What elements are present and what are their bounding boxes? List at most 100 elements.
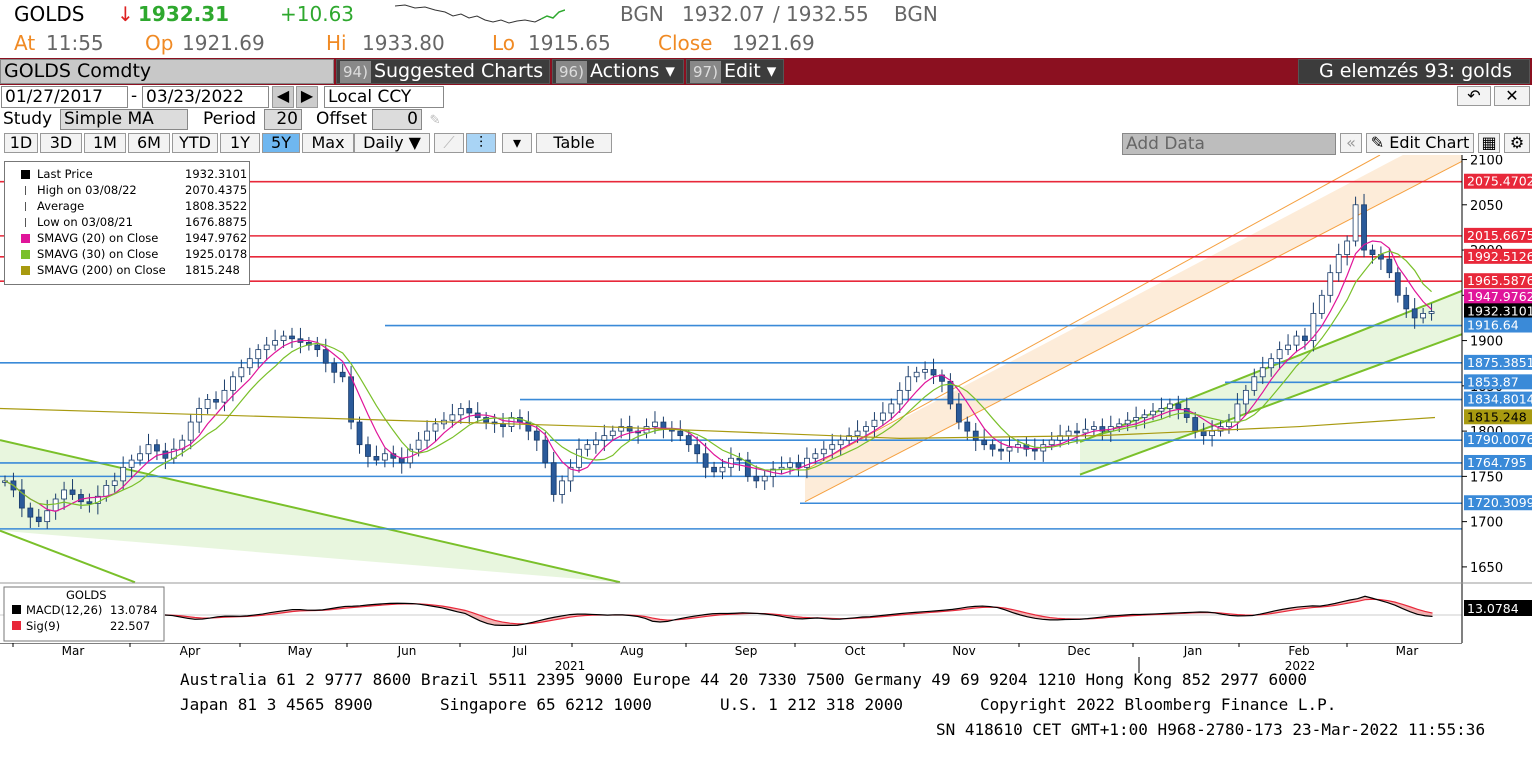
low-price: 1915.65 [528,31,611,55]
candle-body [922,369,928,373]
candle-body [1344,240,1351,255]
offset-field[interactable]: 0 [372,109,422,130]
range-button-1d[interactable]: 1D [4,133,38,153]
range-button-3d[interactable]: 3D [40,133,82,153]
candle-body [44,510,51,523]
start-date-field[interactable]: 01/27/2017 [1,86,128,108]
candle-body [592,439,599,446]
x-month-label: Jun [397,644,417,658]
x-month-label: May [288,644,313,658]
level-label-box [1464,409,1532,425]
candle-body [576,448,582,468]
candle-body [1403,294,1410,310]
legend-name: High on 03/08/22 [37,183,137,197]
level-label-box [1464,374,1532,390]
quote-header: GOLDS ↓ 1932.31 +10.63 BGN 1932.07 / 193… [0,0,1532,58]
legend-swatch [21,170,30,179]
candle-body [1242,389,1249,405]
candle-body [1166,403,1173,409]
currency-select[interactable]: Local CCY [324,86,444,108]
study-row: Study Simple MA Period 20 Offset 0 ✎ [0,109,1532,131]
candle-body [457,408,464,416]
edit-menu[interactable]: 97) Edit ▾ [686,59,784,84]
open-price: 1921.69 [182,31,265,55]
candle-body [955,403,962,423]
level-label-box [1464,495,1532,511]
price-chart[interactable]: 1650170017501800185019001950200020502100… [0,155,1532,585]
add-data-field[interactable]: Add Data [1122,133,1336,155]
level-label: 1947.9762 [1467,289,1532,304]
prev-period-button[interactable]: ◀ [272,86,294,108]
next-period-button[interactable]: ▶ [296,86,318,108]
range-button-max[interactable]: Max [302,133,354,153]
sma-20-line [4,240,1432,512]
footer-phones-japan: Japan 81 3 4565 8900 [180,695,373,714]
candle-body [804,457,810,468]
study-select[interactable]: Simple MA [60,109,188,130]
level-label-box [1464,454,1532,470]
undo-icon[interactable]: ↶ [1457,86,1491,106]
signal-legend-value: 22.507 [110,619,150,633]
candle-body [365,444,371,457]
chart-type-dropdown[interactable]: ▾ [502,133,532,153]
range-button-6m[interactable]: 6M [128,133,170,153]
candle-body [314,344,321,351]
bid-source: BGN [620,2,664,26]
range-button-1m[interactable]: 1M [84,133,126,153]
line-chart-icon[interactable]: ⟋ [434,133,464,153]
candle-body [626,426,633,432]
candle-body [154,444,160,452]
actions-num: 96) [556,61,587,83]
security-field[interactable]: GOLDS Comdty [0,59,334,84]
candle-body [230,376,236,391]
legend-value: 1676.8875 [185,215,248,229]
candle-body [787,462,793,468]
chart-settings-icon[interactable]: ▦ [1478,133,1500,153]
level-label-box [1464,173,1532,189]
candle-body [1150,410,1156,416]
level-label-box [1464,303,1532,319]
frequency-select[interactable]: Daily ▼ [354,133,430,153]
candle-body [1335,254,1342,274]
candle-body [69,489,76,495]
close-icon[interactable]: ✕ [1494,86,1530,106]
candle-body [27,507,34,518]
bar-chart-icon[interactable]: ⫶ [466,133,496,153]
candle-body [280,335,287,341]
study-label: Study [3,109,53,129]
gear-icon[interactable]: ⚙ [1504,133,1530,153]
candle-body [1141,414,1148,418]
table-button[interactable]: Table [536,133,612,153]
candle-body [964,421,971,432]
macd-value-label: 13.0784 [1467,601,1519,616]
range-button-1y[interactable]: 1Y [220,133,260,153]
level-label: 1992.5126 [1467,249,1532,264]
ticker: GOLDS [14,2,85,26]
actions-menu[interactable]: 96) Actions ▾ [552,59,684,84]
edit-chart-button[interactable]: ✎ Edit Chart [1366,133,1474,153]
end-date-field[interactable]: 03/23/2022 [142,86,269,108]
period-field[interactable]: 20 [264,109,302,130]
pen-icon[interactable]: ✎ [430,109,440,128]
x-month-label: Mar [1396,644,1419,658]
candle-body [879,412,886,421]
candle-body [52,498,59,512]
y-tick-label: 2100 [1470,155,1503,169]
candle-body [221,389,228,403]
candle-body [913,371,920,378]
legend-row: Last Price 1932.3101 [5,166,249,182]
bid-ask-separator: / [773,2,780,26]
level-label: 1875.3851 [1467,355,1532,370]
suggested-charts-menu[interactable]: 94) Suggested Charts [336,59,550,84]
level-label: 1764.795 [1467,455,1527,470]
x-month-label: Sep [735,644,758,658]
candle-body [652,421,658,427]
level-label-box [1464,432,1532,448]
candle-body [348,376,354,423]
collapse-icon[interactable]: « [1340,133,1362,153]
range-button-5y[interactable]: 5Y [262,133,300,153]
footer-session: SN 418610 CET GMT+1:00 H968-2780-173 23-… [936,720,1486,739]
candle-body [1310,313,1317,341]
range-button-ytd[interactable]: YTD [172,133,218,153]
